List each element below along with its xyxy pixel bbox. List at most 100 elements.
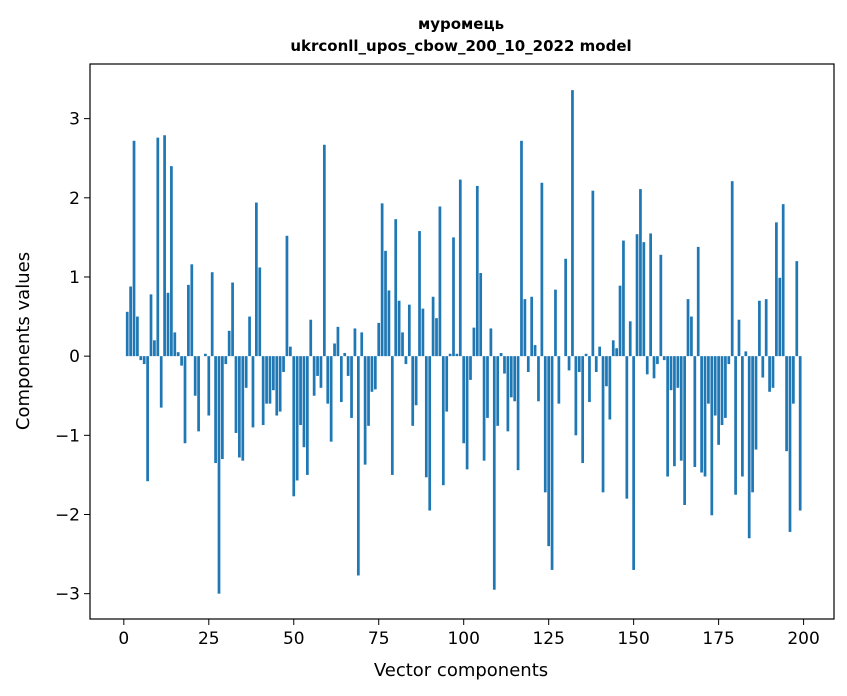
bar-126 — [550, 356, 554, 570]
bar-38 — [251, 356, 255, 428]
bar-105 — [479, 273, 483, 357]
bar-130 — [564, 258, 568, 357]
bar-127 — [554, 289, 557, 357]
bar-119 — [526, 356, 530, 372]
bar-18 — [183, 356, 187, 444]
bar-30 — [224, 356, 228, 365]
bar-154 — [645, 356, 649, 375]
bar-42 — [265, 356, 268, 404]
bar-55 — [309, 319, 313, 357]
bar-106 — [482, 356, 486, 461]
bar-109 — [492, 356, 496, 590]
bar-162 — [673, 356, 676, 467]
y-tick-label: −3 — [55, 585, 80, 605]
bar-161 — [669, 356, 673, 391]
bar-180 — [734, 356, 737, 495]
y-tick-label: −2 — [55, 505, 80, 525]
bar-81 — [397, 300, 401, 357]
bar-10 — [156, 137, 160, 357]
bar-2 — [129, 286, 132, 357]
bar-116 — [516, 356, 520, 471]
bar-141 — [601, 356, 605, 493]
bar-152 — [639, 189, 642, 357]
bar-17 — [180, 356, 183, 366]
bar-169 — [696, 246, 700, 357]
bar-34 — [238, 356, 241, 458]
bar-189 — [764, 299, 768, 357]
bar-115 — [513, 356, 517, 402]
bar-191 — [771, 356, 775, 388]
bar-12 — [163, 135, 166, 357]
bar-186 — [754, 356, 758, 450]
bar-15 — [173, 332, 177, 357]
bar-92 — [435, 318, 438, 357]
bar-27 — [214, 356, 217, 464]
bar-48 — [285, 235, 289, 357]
bar-29 — [221, 356, 224, 460]
bar-198 — [795, 261, 799, 357]
bar-166 — [686, 299, 690, 357]
x-tick-label: 175 — [702, 629, 734, 649]
bar-122 — [537, 356, 540, 402]
bar-183 — [744, 351, 748, 357]
bar-101 — [465, 356, 469, 470]
bar-177 — [724, 356, 727, 418]
bar-107 — [486, 356, 489, 418]
bar-117 — [520, 140, 523, 357]
bar-46 — [278, 356, 282, 412]
bar-199 — [798, 356, 802, 511]
bar-114 — [509, 356, 513, 398]
bar-173 — [710, 356, 714, 516]
bar-73 — [370, 356, 374, 392]
bar-102 — [469, 356, 472, 380]
bar-33 — [234, 356, 238, 433]
x-tick-label: 125 — [532, 629, 564, 649]
bar-163 — [676, 356, 680, 388]
bar-134 — [577, 356, 581, 372]
bar-53 — [302, 356, 306, 448]
bar-22 — [197, 356, 200, 432]
bar-128 — [557, 356, 561, 404]
bar-113 — [506, 356, 510, 432]
bar-25 — [207, 356, 211, 416]
bar-99 — [458, 179, 462, 357]
bar-192 — [775, 222, 778, 357]
bar-60 — [326, 356, 330, 404]
bar-86 — [414, 356, 418, 406]
bar-188 — [761, 356, 765, 378]
bar-90 — [428, 356, 432, 511]
bar-66 — [346, 356, 350, 376]
bar-47 — [282, 356, 285, 372]
bar-62 — [333, 343, 336, 357]
bar-76 — [380, 203, 384, 357]
bar-80 — [394, 219, 398, 357]
bar-196 — [788, 356, 792, 532]
bar-67 — [350, 356, 353, 418]
bar-8 — [149, 294, 153, 357]
chart-title-line2: ukrconll_upos_cbow_200_10_2022 model — [290, 37, 631, 55]
bar-78 — [387, 290, 391, 357]
bar-64 — [339, 356, 343, 403]
bar-144 — [611, 340, 615, 357]
bar-139 — [594, 356, 598, 372]
bar-184 — [747, 356, 751, 539]
bar-1 — [125, 311, 129, 357]
bar-125 — [547, 356, 551, 547]
bar-59 — [322, 144, 326, 357]
bar-26 — [210, 272, 214, 357]
bar-85 — [411, 356, 415, 426]
y-axis-ticks: −3 −2 −1 0 1 2 3 — [55, 110, 90, 605]
bar-136 — [584, 353, 588, 357]
bar-131 — [567, 356, 571, 371]
x-tick-label: 100 — [447, 629, 479, 649]
bar-147 — [622, 240, 625, 357]
bar-41 — [261, 356, 265, 426]
bar-104 — [475, 185, 479, 357]
bars-group — [125, 90, 802, 594]
bar-195 — [785, 356, 788, 452]
bar-124 — [543, 356, 547, 493]
bar-74 — [373, 356, 377, 390]
chart-title-line1: муромець — [418, 15, 504, 33]
bar-150 — [632, 356, 635, 570]
bar-52 — [299, 356, 302, 426]
